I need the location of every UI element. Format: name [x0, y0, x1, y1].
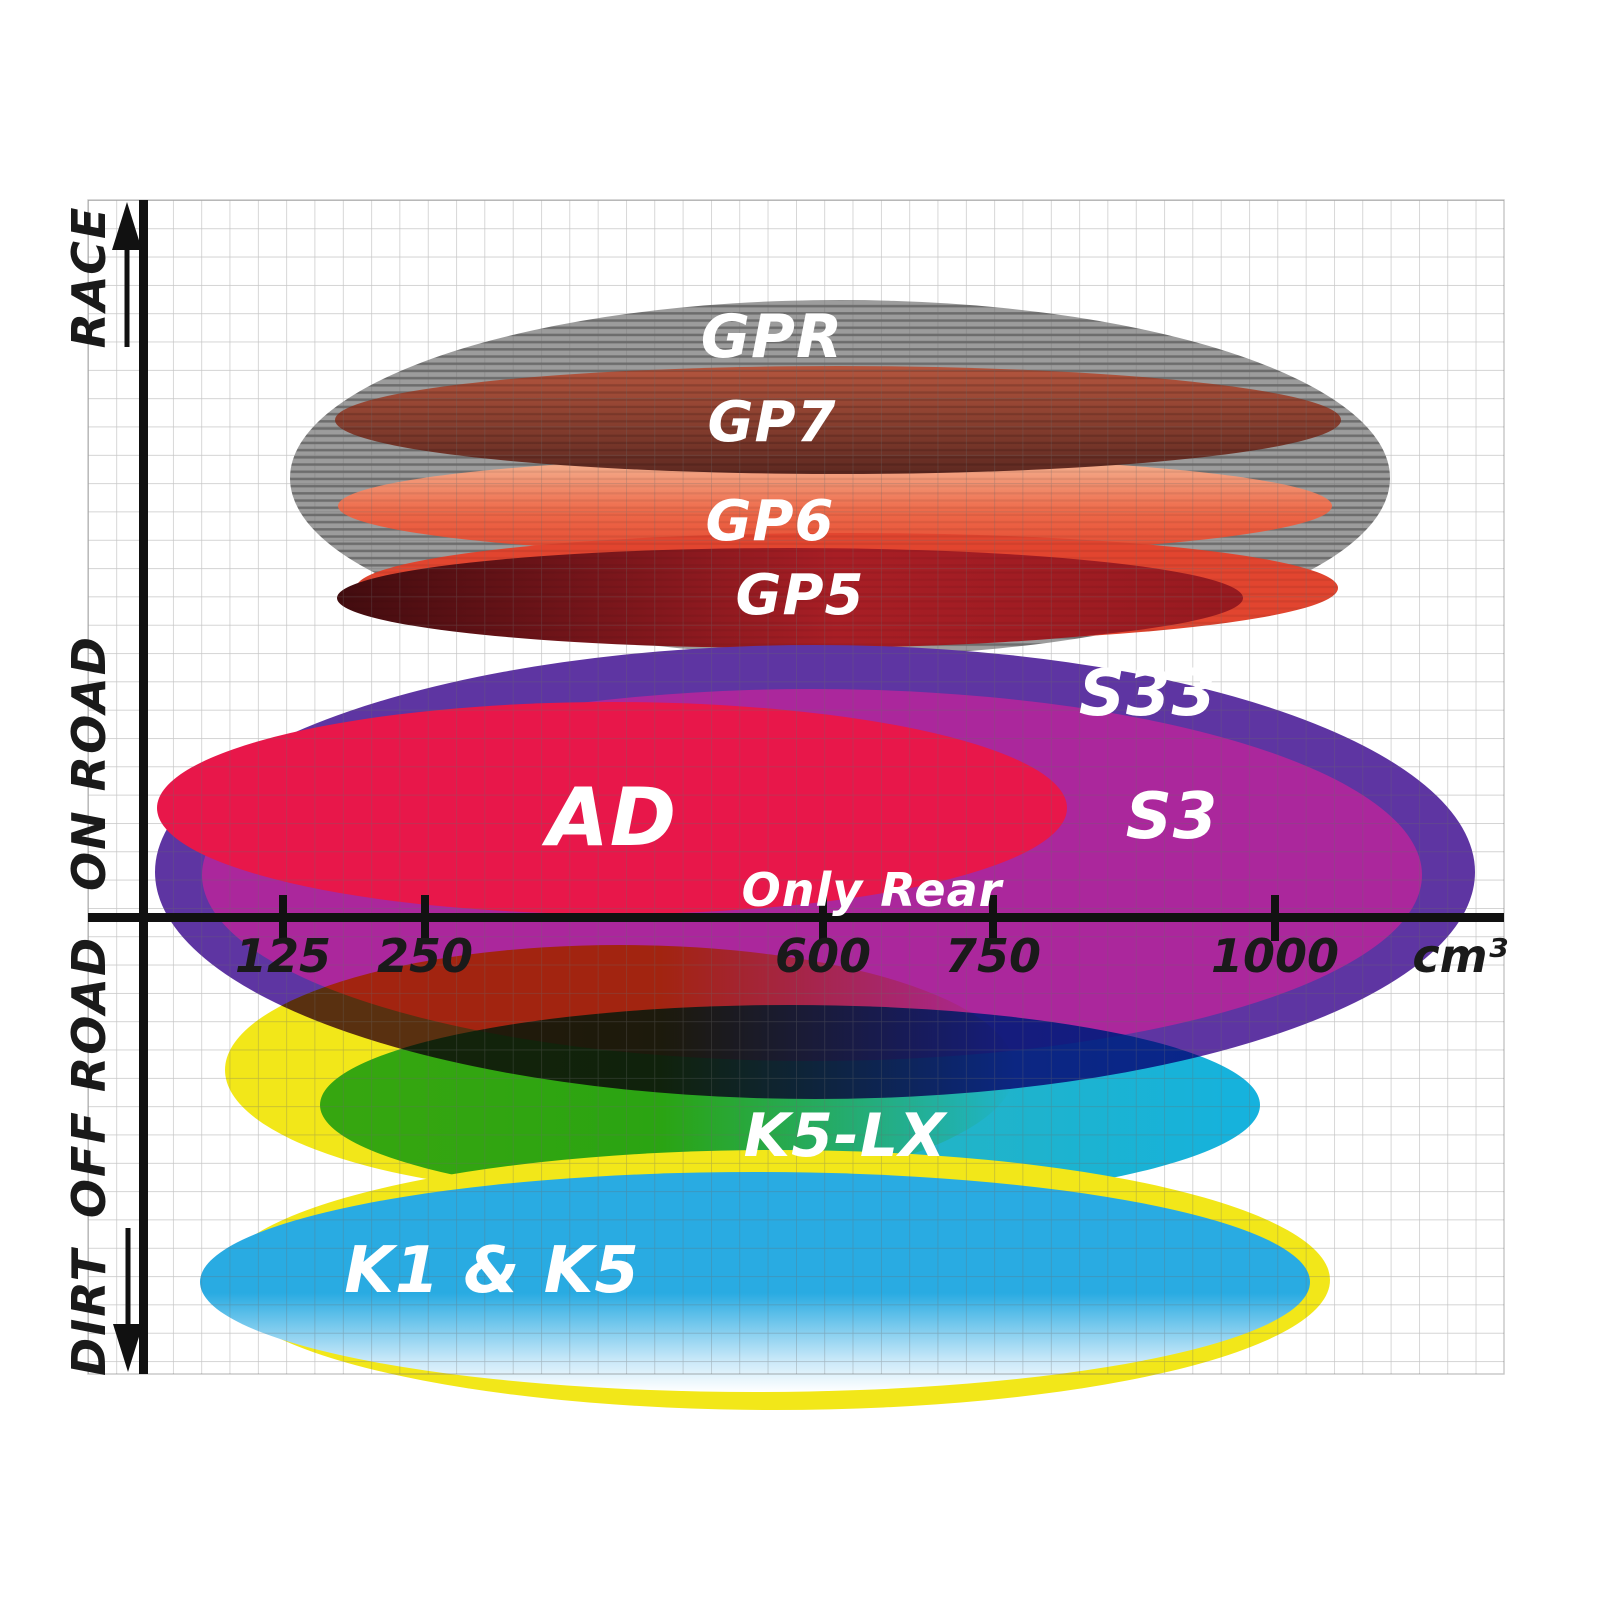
x-axis-ticks	[279, 895, 1279, 941]
plot-grid-border	[87, 199, 1505, 1375]
dirt-arrowhead-icon	[113, 1324, 143, 1372]
tick-250	[421, 895, 429, 941]
region-label-gpr: GPR	[701, 302, 843, 372]
region-label-gp6: GP6	[706, 489, 835, 554]
tick-1000	[1271, 895, 1279, 941]
tick-750	[989, 895, 997, 941]
y-label-off-road: OFF ROAD	[62, 936, 116, 1218]
tick-600	[819, 895, 827, 941]
x-axis-line	[88, 913, 1504, 922]
race-arrow	[112, 202, 142, 347]
region-label-k5lx: K5-LX	[744, 1101, 948, 1171]
region-label-ad: AD	[541, 771, 677, 864]
y-axis-line	[139, 200, 148, 1374]
dirt-arrow	[113, 1228, 143, 1372]
race-arrowhead-icon	[112, 202, 142, 250]
region-label-k1k5: K1 & K5	[344, 1234, 640, 1308]
region-label-s3: S3	[1126, 780, 1219, 854]
x-axis-unit-label: cm³	[1412, 929, 1507, 983]
x-tick-label-1000: 1000	[1211, 929, 1339, 983]
y-label-race: RACE	[62, 206, 116, 349]
plot-grid	[88, 200, 1504, 1374]
tick-125	[279, 895, 287, 941]
x-tick-label-750: 750	[945, 929, 1041, 983]
x-tick-label-125: 125	[235, 929, 331, 983]
x-tick-label-250: 250	[377, 929, 473, 983]
region-note-only-rear: Only Rear	[742, 863, 1005, 917]
y-label-on-road: ON ROAD	[62, 635, 116, 891]
region-label-gp7: GP7	[708, 390, 837, 455]
x-tick-label-600: 600	[775, 929, 871, 983]
y-label-dirt: DIRT	[62, 1246, 116, 1376]
region-label-s33: S33	[1079, 657, 1217, 731]
region-label-gp5: GP5	[736, 563, 865, 628]
